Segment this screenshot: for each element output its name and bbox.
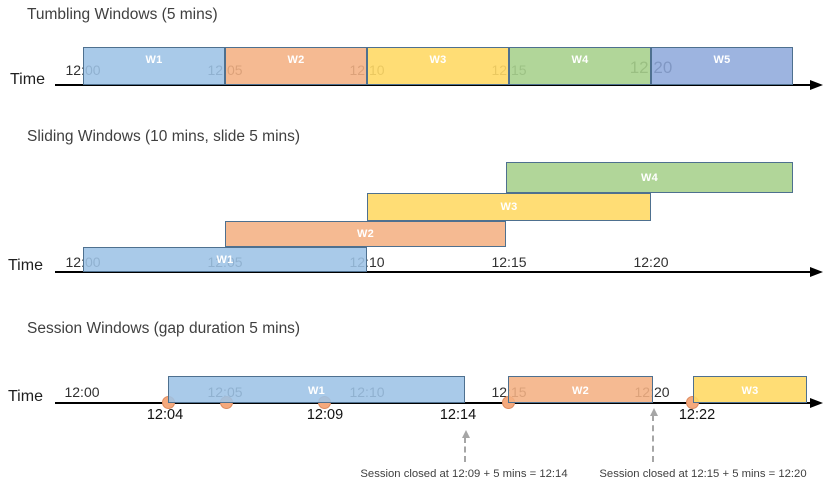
- tumbling-window-w3-label: W3: [429, 54, 447, 66]
- sliding-time-axis-label: Time: [8, 257, 43, 274]
- sliding-window-w3: W3: [367, 193, 651, 221]
- sliding-section-title: Sliding Windows (10 mins, slide 5 mins): [27, 128, 301, 145]
- sliding-time-axis-line: [55, 271, 812, 273]
- session-window-w3: W3: [693, 376, 807, 403]
- session-close-arrow-icon-1: [462, 430, 470, 462]
- sliding-window-w4: W4: [506, 162, 793, 193]
- session-window-w2: W2: [508, 376, 653, 403]
- tumbling-window-w1: W1: [83, 47, 225, 85]
- session-closed-annotation-2: Session closed at 12:15 + 5 mins = 12:20: [599, 468, 807, 480]
- tumbling-window-w4-label: W4: [571, 54, 589, 66]
- sliding-axis-arrowhead-icon: [810, 267, 823, 277]
- session-axis-arrowhead-icon: [810, 398, 823, 408]
- event-time-label-1222: 12:22: [678, 407, 716, 423]
- session-closed-annotation-1: Session closed at 12:09 + 5 mins = 12:14: [360, 468, 568, 480]
- tumbling-window-w4: W4: [509, 47, 651, 85]
- session-section-title: Session Windows (gap duration 5 mins): [27, 320, 301, 337]
- tumbling-window-w5: W5: [651, 47, 793, 85]
- tumbling-time-axis-label: Time: [10, 71, 45, 88]
- tumbling-window-w5-label: W5: [713, 54, 731, 66]
- sliding-window-w1: W1: [83, 247, 367, 272]
- sliding-window-w3-label: W3: [500, 201, 518, 213]
- sliding-window-w2: W2: [225, 221, 506, 247]
- sliding-window-w1-label: W1: [216, 253, 234, 266]
- session-window-w1: W1: [168, 376, 465, 403]
- session-window-w2-label: W2: [571, 385, 590, 397]
- sliding-window-w4-label: W4: [640, 171, 659, 184]
- tumbling-window-w1-label: W1: [145, 54, 163, 66]
- tumbling-window-w3: W3: [367, 47, 509, 85]
- session-window-w3-label: W3: [741, 385, 759, 397]
- event-time-label-1204: 12:04: [146, 407, 184, 423]
- tumbling-time-axis-line: [55, 84, 812, 86]
- tumbling-window-w2-label: W2: [287, 54, 305, 66]
- sliding-window-w2-label: W2: [356, 228, 375, 240]
- session-tick-1200: 12:00: [64, 384, 100, 400]
- tumbling-section-title: Tumbling Windows (5 mins): [27, 6, 218, 23]
- tumbling-axis-arrowhead-icon: [810, 80, 823, 90]
- sliding-tick-1215: 12:15: [491, 254, 527, 270]
- session-close-arrow-icon-2: [650, 408, 658, 462]
- session-time-axis-line: [55, 402, 812, 404]
- event-time-label-1209: 12:09: [306, 407, 344, 423]
- sliding-tick-1220: 12:20: [633, 254, 669, 270]
- session-time-axis-label: Time: [8, 388, 43, 405]
- session-window-w1-label: W1: [307, 385, 326, 397]
- tumbling-window-w2: W2: [225, 47, 367, 85]
- event-time-label-1214: 12:14: [439, 407, 477, 423]
